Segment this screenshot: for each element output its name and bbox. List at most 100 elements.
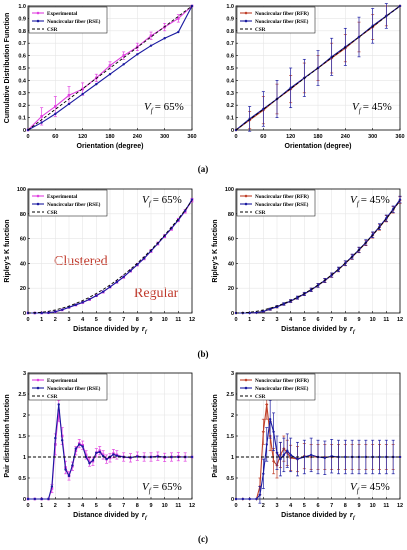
- x-tick-label: 5: [95, 503, 98, 509]
- vf-value: = 65%: [153, 481, 182, 493]
- data-point: [57, 409, 61, 413]
- data-point: [289, 86, 292, 90]
- legend-marker: [244, 11, 248, 15]
- data-point: [265, 443, 268, 446]
- legend: Noncircular fiber (RFR)Noncircular fiber…: [236, 6, 316, 34]
- x-axis-label-symbol: r: [142, 510, 146, 519]
- data-point: [364, 455, 368, 459]
- x-axis-label-symbol: r: [350, 510, 354, 519]
- vf-symbol: V: [142, 194, 150, 206]
- legend-label: Experimental: [47, 194, 78, 200]
- legend-label: CSR: [255, 27, 266, 33]
- y-tick-label: 80: [228, 212, 234, 218]
- data-point: [108, 64, 112, 67]
- data-point: [60, 439, 64, 442]
- vf-value: = 45%: [361, 481, 390, 493]
- x-tick-label: 5: [95, 317, 98, 323]
- x-tick-label: 12: [397, 317, 403, 323]
- data-point: [54, 436, 57, 440]
- data-point: [54, 310, 57, 313]
- x-tick-label: 6: [316, 503, 319, 509]
- y-tick-label: 0.3: [18, 91, 26, 97]
- annotation-clustered: Clustered: [54, 254, 108, 269]
- data-point: [241, 497, 245, 501]
- x-axis-label: Distance divided by rf: [281, 324, 356, 335]
- data-point: [81, 445, 84, 448]
- legend-label: Noncircular fiber (RFR): [255, 10, 309, 17]
- y-tick-label: 40: [228, 261, 234, 267]
- x-tick-label: 9: [149, 503, 152, 509]
- y-tick-label: 0.3: [226, 91, 234, 97]
- data-point: [60, 308, 64, 311]
- data-point: [78, 443, 81, 446]
- series-csr: [27, 200, 193, 314]
- x-axis-label-subscript: f: [145, 515, 148, 521]
- data-point: [40, 311, 43, 315]
- legend-marker: [36, 11, 40, 15]
- legend-label: CSR: [47, 394, 58, 400]
- data-point: [40, 121, 43, 124]
- data-point: [54, 105, 57, 108]
- data-point: [268, 418, 272, 421]
- data-point: [95, 294, 98, 297]
- vf-value: = 65%: [153, 194, 182, 206]
- data-point: [105, 457, 108, 461]
- x-axis-label: Distance divided by rf: [73, 510, 148, 521]
- x-tick-label: 6: [108, 503, 111, 509]
- vf-subscript: f: [357, 200, 360, 208]
- x-tick-label: 3: [67, 503, 70, 509]
- panel-label-a: (a): [198, 164, 209, 174]
- data-point: [170, 455, 173, 459]
- data-point: [88, 462, 91, 465]
- data-point: [101, 290, 105, 293]
- volume-fraction-label: Vf = 65%: [142, 481, 182, 495]
- x-tick-label: 7: [330, 503, 333, 509]
- x-tick-label: 0: [234, 317, 237, 323]
- x-tick-label: 180: [105, 134, 114, 140]
- x-tick-label: 2: [54, 317, 57, 323]
- y-tick-label: 2: [23, 413, 26, 419]
- data-point: [177, 30, 180, 34]
- y-tick-label: 3: [231, 371, 234, 377]
- y-tick-label: 100: [17, 187, 26, 193]
- data-point: [88, 298, 91, 301]
- legend-label: Noncircular fiber (RSE): [255, 385, 309, 392]
- data-point: [47, 311, 50, 314]
- legend-label: Experimental: [47, 11, 78, 17]
- y-axis-label: Cumulative Distribution Function: [4, 13, 11, 123]
- data-point: [64, 468, 67, 471]
- data-point: [98, 449, 102, 452]
- legend-label: Noncircular fiber (RSE): [47, 385, 101, 392]
- data-point: [67, 93, 71, 97]
- vf-subscript: f: [357, 487, 360, 495]
- volume-fraction-label: Vf = 45%: [350, 481, 390, 495]
- x-tick-label: 1: [40, 503, 43, 509]
- x-tick-label: 5: [303, 317, 306, 323]
- x-tick-label: 0: [26, 503, 29, 509]
- x-axis-label-subscript: f: [145, 329, 148, 335]
- legend-label: CSR: [47, 27, 58, 33]
- legend-label: Noncircular fiber (RFR): [255, 193, 309, 200]
- x-tick-label: 10: [162, 503, 168, 509]
- y-tick-label: 0.1: [18, 116, 26, 122]
- y-tick-label: 0.5: [226, 66, 234, 72]
- data-point: [54, 112, 57, 116]
- data-point: [74, 447, 78, 450]
- data-point: [258, 493, 262, 496]
- x-axis-label-symbol: r: [350, 324, 354, 333]
- data-point: [149, 44, 153, 47]
- data-point: [234, 497, 238, 501]
- data-point: [303, 455, 306, 459]
- data-point: [262, 310, 265, 313]
- x-axis-label: Distance divided by rf: [281, 510, 356, 521]
- series-line: [27, 5, 193, 131]
- data-point: [289, 453, 292, 457]
- data-point: [40, 115, 43, 118]
- y-tick-label: 0: [23, 311, 26, 317]
- volume-fraction-label: Vf = 45%: [350, 194, 390, 208]
- x-tick-label: 11: [383, 317, 389, 323]
- data-point: [344, 455, 347, 459]
- y-tick-label: 0.7: [226, 41, 234, 47]
